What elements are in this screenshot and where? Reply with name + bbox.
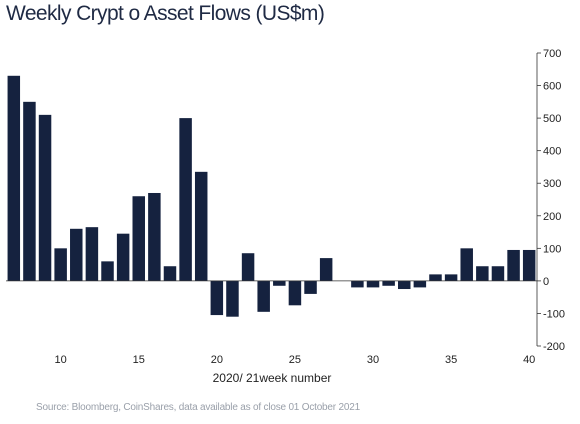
y-tick-label: 300: [543, 178, 561, 190]
bar-week-32: [398, 280, 411, 290]
bar-week-7: [7, 75, 21, 281]
x-tick-label: 40: [523, 354, 535, 366]
bar-week-34: [429, 274, 442, 281]
y-tick-label: 100: [543, 243, 561, 255]
bar-week-17: [163, 266, 177, 281]
bar-week-40: [522, 249, 536, 281]
bar-week-14: [116, 233, 130, 281]
y-tick-label: -200: [543, 341, 565, 353]
bar-week-33: [413, 280, 427, 288]
chart-title: Weekly Crypt o Asset Flows (US$m): [6, 2, 325, 25]
x-tick-label: 35: [445, 354, 457, 366]
bar-week-11: [70, 228, 83, 281]
bar-week-16: [148, 192, 161, 281]
bar-week-13: [101, 261, 114, 281]
x-tick-label: 30: [367, 354, 379, 366]
bar-week-38: [491, 266, 505, 281]
bar-week-39: [507, 249, 520, 281]
axes-group: -200 -100 0 100 200 300 400 500 600 700 10 15 20 25 30…: [6, 48, 565, 366]
source-note: Source: Bloomberg, CoinShares, data avai…: [36, 402, 360, 413]
bar-week-37: [476, 266, 489, 281]
bar-week-10: [54, 248, 67, 281]
bar-week-19: [194, 171, 208, 281]
y-tick-label: 500: [543, 113, 561, 125]
x-tick-label: 20: [211, 354, 223, 366]
bars-group: [7, 75, 536, 317]
x-axis-label: 2020/ 21week number: [213, 371, 332, 385]
bar-week-20: [210, 280, 224, 316]
bar-week-27: [319, 258, 333, 281]
y-tick-label: 700: [543, 48, 561, 60]
y-tick-label: 0: [543, 276, 549, 288]
bar-week-26: [304, 280, 317, 294]
bar-week-8: [23, 101, 36, 281]
x-tick-label: 15: [133, 354, 145, 366]
y-tick-label: 200: [543, 211, 561, 223]
bar-week-12: [85, 227, 99, 281]
bar-week-22: [241, 253, 255, 281]
bar-week-18: [179, 118, 192, 281]
bar-week-24: [273, 280, 286, 286]
bar-week-29: [351, 280, 364, 288]
bar-week-9: [38, 114, 52, 281]
x-tick-label: 10: [55, 354, 67, 366]
y-tick-label: 400: [543, 146, 561, 158]
bar-week-36: [460, 248, 473, 281]
bar-week-30: [366, 280, 380, 288]
bar-week-21: [226, 280, 239, 317]
bar-week-23: [257, 280, 270, 312]
bar-week-31: [382, 280, 395, 286]
x-tick-label: 25: [289, 354, 301, 366]
bar-week-25: [288, 280, 302, 306]
bar-week-35: [444, 274, 458, 281]
bar-week-15: [132, 196, 145, 281]
y-tick-label: 600: [543, 81, 561, 93]
y-tick-label: -100: [543, 308, 565, 320]
